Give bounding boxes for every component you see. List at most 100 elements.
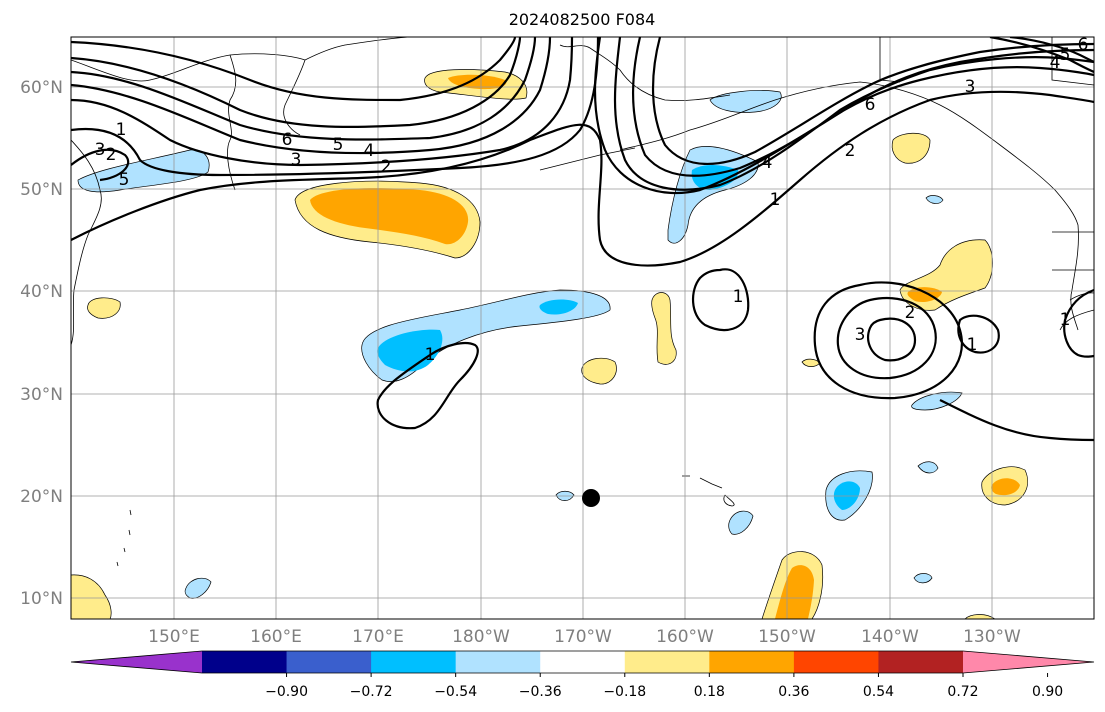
contour-line [71,37,574,167]
colorbar-tick-label: 0.54 [863,684,894,700]
contour-line [813,281,963,400]
contour-label: 4 [1050,53,1061,73]
contour-line [939,399,1094,442]
colorbar-tick-label: 0.18 [694,684,725,700]
lat-label: 10°N [20,589,63,609]
lat-labels: 60°N 50°N 40°N 30°N 20°N 10°N [20,78,63,609]
lon-label: 130°W [963,627,1021,647]
coastline [682,475,735,507]
contour-label: 6 [1078,35,1089,55]
contour-label: 5 [119,170,130,190]
lon-label: 150°E [148,627,200,647]
contour-labels: 1 2 3 4 5 6 1 2 3 4 5 6 1 2 3 4 5 6 1 1 … [95,35,1089,365]
lon-label: 170°E [352,627,404,647]
map-frame [70,36,1095,620]
contour-label: 1 [770,190,781,210]
contour-line [71,90,1094,267]
contour-label: 6 [282,130,293,150]
shaded-region [71,574,112,619]
shaded-region [539,299,578,315]
contour-line [651,37,1094,166]
contour-label: 3 [965,77,976,97]
coastline [1059,292,1094,331]
location-marker [582,489,600,507]
shaded-region [581,357,617,385]
shaded-region [913,573,933,584]
contour-label: 1 [967,335,978,355]
contour-label: 5 [333,135,344,155]
shaded-region [728,510,754,535]
coastline [619,81,1079,331]
colorbar-segment [540,651,626,673]
contour-line [957,314,1000,354]
contour-line [71,37,517,102]
coastline [71,139,102,346]
contour-line [836,296,937,380]
colorbar-tick-label: −0.72 [350,684,393,700]
shaded-region [891,132,931,164]
lat-label: 50°N [20,180,63,200]
lat-label: 30°N [20,385,63,405]
contour-line [71,37,537,141]
colorbar-ticks: −0.90 −0.72 −0.54 −0.36 −0.18 0.18 0.36 0.54 0.7… [265,673,1063,700]
contour-label: 2 [381,157,392,177]
colorbar [70,650,1095,674]
lon-labels: 150°E 160°E 170°E 180°W 170°W 160°W 150°… [148,627,1021,647]
coastline [559,44,731,101]
lon-label: 140°W [861,627,919,647]
contour-label: 4 [762,153,773,173]
contour-line [71,37,552,155]
contour-line [1063,288,1094,358]
shaded-region [991,478,1020,496]
colorbar-segment [624,651,710,673]
contour-label: 2 [905,303,916,323]
lon-label: 160°E [250,627,302,647]
contour-line [867,317,917,362]
shaded-region [775,565,814,619]
shaded-region [87,297,121,319]
contour-label: 6 [865,95,876,115]
contour-label: 4 [364,141,375,161]
colorbar-extend-high [963,651,1094,673]
shaded-region [310,188,469,245]
lon-label: 170°W [554,627,612,647]
contour-label: 3 [95,140,106,160]
contour-line [376,341,479,430]
coastline [539,147,636,171]
coastline [283,59,306,136]
coastline [116,509,132,567]
contour-line [71,37,522,128]
contour-label: 3 [855,325,866,345]
colorbar-segment [371,651,457,673]
lon-label: 180°W [452,627,510,647]
figure-title: 2024082500 F084 [509,10,656,29]
contour-label: 1 [425,345,436,365]
colorbar-tick-label: 0.36 [778,684,809,700]
shaded-region [709,90,782,113]
contour-line [692,268,750,332]
colorbar-tick-label: 0.90 [1032,684,1063,700]
contour-line [631,37,1094,177]
lon-label: 160°W [656,627,714,647]
lat-label: 20°N [20,487,63,507]
contour-label: 3 [291,150,302,170]
colorbar-segment [793,651,879,673]
coastline [71,37,411,82]
colorbar-tick-label: −0.18 [603,684,646,700]
contour-line [71,37,600,177]
colorbar-segment [455,651,541,673]
shaded-region [925,195,944,204]
contour-label: 1 [116,120,127,140]
contour-label: 1 [1060,310,1071,330]
colorbar-tick-label: −0.36 [519,684,562,700]
lat-label: 40°N [20,282,63,302]
contour-line [989,37,1094,74]
shaded-region [184,577,212,599]
shaded-region [377,329,443,372]
contour-label: 2 [106,145,117,165]
contour-label: 2 [845,141,856,161]
colorbar-segment [286,651,372,673]
lon-label: 150°W [758,627,816,647]
contour-label: 5 [1060,45,1071,65]
contour-line [1009,37,1094,63]
